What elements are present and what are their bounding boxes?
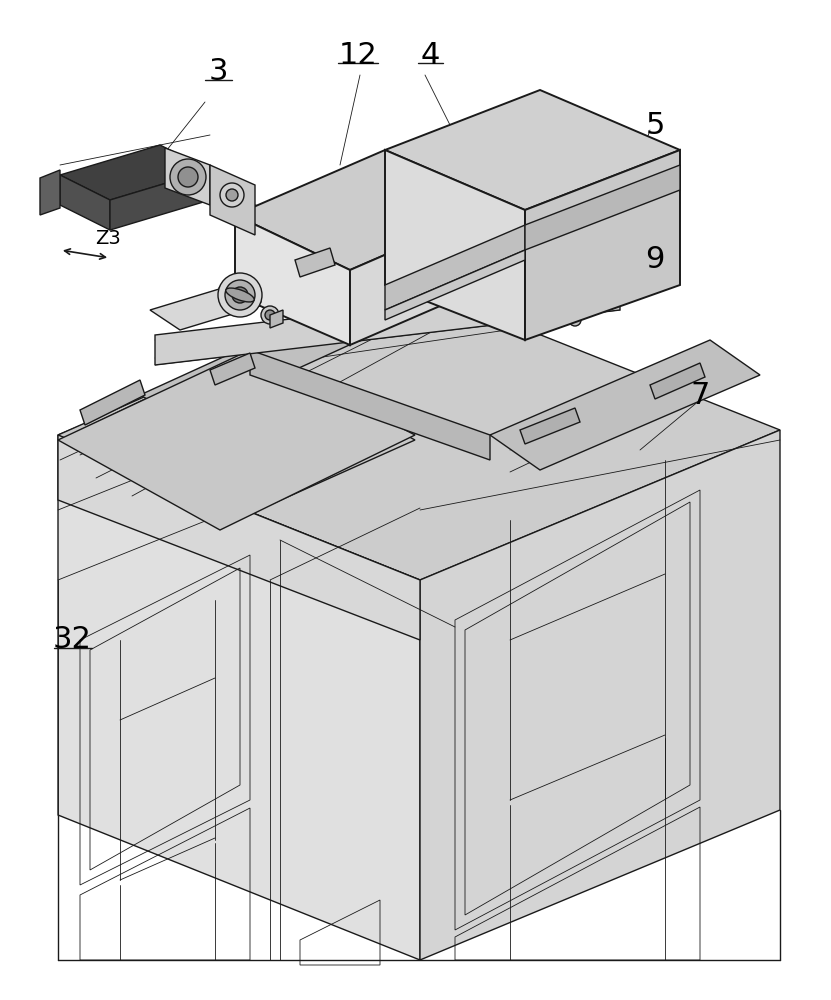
Polygon shape — [235, 150, 500, 270]
Polygon shape — [595, 265, 640, 305]
Circle shape — [220, 183, 244, 207]
Polygon shape — [525, 165, 680, 250]
Polygon shape — [490, 340, 760, 470]
Text: 7: 7 — [691, 380, 710, 410]
Text: Z3: Z3 — [95, 229, 120, 248]
Polygon shape — [235, 215, 350, 345]
Circle shape — [226, 189, 238, 201]
Polygon shape — [150, 225, 460, 330]
Polygon shape — [60, 145, 210, 200]
Polygon shape — [155, 280, 620, 365]
Polygon shape — [60, 175, 110, 230]
Circle shape — [178, 167, 198, 187]
Polygon shape — [58, 350, 415, 530]
Polygon shape — [165, 148, 210, 205]
Circle shape — [261, 306, 279, 324]
Polygon shape — [80, 380, 145, 425]
Polygon shape — [350, 205, 500, 345]
Polygon shape — [520, 408, 580, 444]
Circle shape — [170, 159, 206, 195]
Polygon shape — [58, 435, 420, 640]
Polygon shape — [58, 285, 780, 580]
Circle shape — [615, 270, 635, 290]
Polygon shape — [110, 170, 210, 230]
Text: 9: 9 — [646, 245, 665, 274]
Text: 5: 5 — [646, 110, 665, 139]
Polygon shape — [58, 435, 420, 960]
Polygon shape — [270, 310, 283, 328]
Polygon shape — [295, 248, 335, 277]
Polygon shape — [140, 290, 415, 420]
Circle shape — [569, 314, 581, 326]
Polygon shape — [40, 170, 60, 215]
Polygon shape — [65, 330, 760, 660]
Polygon shape — [385, 150, 525, 340]
Polygon shape — [385, 250, 525, 320]
Circle shape — [225, 280, 255, 310]
Polygon shape — [210, 353, 255, 385]
Polygon shape — [250, 350, 490, 460]
Circle shape — [218, 273, 262, 317]
Polygon shape — [210, 165, 255, 235]
Text: 12: 12 — [338, 40, 377, 70]
Polygon shape — [650, 363, 705, 399]
Polygon shape — [385, 90, 680, 210]
Polygon shape — [420, 430, 780, 960]
Text: 4: 4 — [420, 40, 440, 70]
Ellipse shape — [226, 288, 254, 302]
Circle shape — [265, 310, 275, 320]
Text: 32: 32 — [52, 626, 91, 654]
Polygon shape — [58, 350, 415, 525]
Polygon shape — [525, 150, 680, 340]
Polygon shape — [385, 225, 525, 310]
Text: 3: 3 — [209, 57, 228, 87]
Circle shape — [232, 287, 248, 303]
Ellipse shape — [219, 284, 261, 306]
Circle shape — [620, 275, 630, 285]
